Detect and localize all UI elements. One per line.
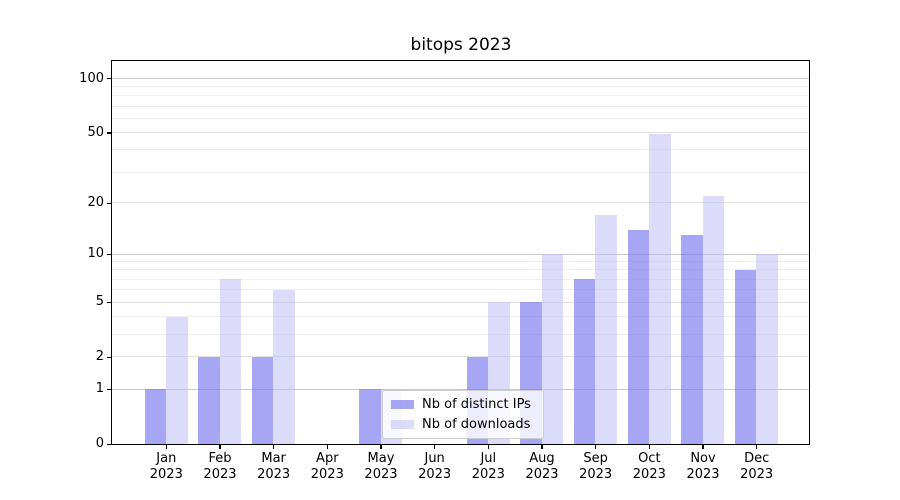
legend-item-downloads: Nb of downloads	[391, 417, 535, 432]
y-tick-mark	[107, 78, 112, 80]
bar-downloads-oct	[649, 134, 671, 444]
gridline-minor	[112, 171, 809, 173]
bar-downloads-aug	[541, 254, 564, 444]
bar-downloads-nov	[702, 195, 725, 444]
y-tick-mark	[107, 388, 112, 391]
bar-distinct-ips-feb	[198, 356, 220, 444]
gridline-major	[112, 388, 809, 390]
legend-label-downloads: Nb of downloads	[422, 417, 531, 432]
legend: Nb of distinct IPs Nb of downloads	[382, 390, 544, 439]
legend-swatch-downloads	[391, 420, 414, 429]
plot-area: Nb of distinct IPs Nb of downloads	[111, 60, 810, 445]
x-tick-mark	[541, 444, 543, 449]
y-tick-mark	[107, 253, 112, 256]
y-tick-mark	[107, 443, 112, 445]
gridline-mid	[112, 356, 809, 358]
x-tick-label: Oct 2023	[632, 451, 666, 482]
x-tick-label: Aug 2023	[525, 451, 559, 482]
y-tick-mark	[107, 356, 112, 358]
bar-distinct-ips-may	[359, 389, 381, 444]
bar-downloads-sep	[595, 215, 617, 444]
x-tick-mark	[272, 444, 275, 449]
grid-layer	[112, 61, 809, 444]
gridline-minor	[112, 333, 809, 335]
bar-downloads-jan	[166, 316, 188, 444]
y-tick-label: 50	[87, 124, 104, 140]
y-tick-label: 10	[87, 246, 104, 262]
y-tick-mark	[107, 301, 112, 304]
x-tick-label: Sep 2023	[579, 451, 613, 482]
x-tick-mark	[487, 444, 489, 449]
gridline-minor	[112, 117, 809, 119]
x-tick-label: Nov 2023	[686, 451, 720, 482]
x-tick-mark	[219, 444, 221, 449]
bars-layer	[112, 61, 809, 444]
bar-downloads-mar	[273, 289, 295, 444]
x-tick-label: Jan 2023	[149, 451, 183, 482]
y-tick-label: 2	[95, 349, 104, 365]
x-tick-mark	[756, 444, 758, 449]
y-tick-label: 0	[95, 436, 104, 452]
bar-distinct-ips-jan	[144, 389, 166, 444]
gridline-minor	[112, 105, 809, 107]
gridline-minor	[112, 289, 809, 291]
gridline-mid	[112, 202, 809, 204]
bar-downloads-dec	[756, 254, 778, 444]
y-tick-mark	[107, 202, 112, 204]
x-tick-label: Dec 2023	[740, 451, 774, 482]
x-tick-label: Jun 2023	[418, 451, 452, 482]
bar-distinct-ips-oct	[627, 229, 650, 444]
gridline-mid	[112, 132, 809, 134]
gridline-mid	[112, 301, 809, 303]
legend-item-distinct-ips: Nb of distinct IPs	[391, 397, 535, 412]
chart-title: bitops 2023	[410, 35, 512, 55]
gridline-minor	[112, 278, 809, 280]
gridline-minor	[112, 86, 809, 88]
y-tick-mark	[107, 132, 112, 134]
gridline-minor	[112, 149, 809, 151]
bar-distinct-ips-mar	[251, 356, 274, 444]
gridline-minor	[112, 261, 809, 263]
legend-swatch-distinct-ips	[391, 400, 414, 409]
y-tick-label: 20	[87, 195, 104, 211]
gridline-minor	[112, 269, 809, 271]
bar-distinct-ips-dec	[734, 269, 757, 444]
gridline-minor	[112, 316, 809, 318]
gridline-major	[112, 253, 809, 255]
bar-distinct-ips-sep	[573, 279, 596, 444]
bar-distinct-ips-nov	[681, 235, 703, 444]
x-tick-label: Mar 2023	[257, 451, 291, 482]
legend-label-distinct-ips: Nb of distinct IPs	[422, 397, 531, 412]
x-tick-label: Jul 2023	[471, 451, 505, 482]
x-tick-label: May 2023	[364, 451, 398, 482]
y-tick-label: 5	[95, 294, 104, 310]
bar-downloads-feb	[219, 279, 242, 444]
x-tick-mark	[380, 444, 382, 449]
x-tick-label: Feb 2023	[203, 451, 237, 482]
x-tick-mark	[595, 444, 597, 449]
y-tick-label: 1	[95, 381, 104, 397]
x-tick-mark	[326, 444, 328, 449]
y-tick-label: 100	[79, 70, 104, 86]
x-tick-mark	[434, 444, 436, 449]
gridline-minor	[112, 95, 809, 97]
x-tick-mark	[702, 444, 704, 449]
x-tick-mark	[648, 444, 650, 449]
x-tick-mark	[165, 444, 167, 449]
x-tick-label: Apr 2023	[310, 451, 344, 482]
gridline-major	[112, 78, 809, 79]
